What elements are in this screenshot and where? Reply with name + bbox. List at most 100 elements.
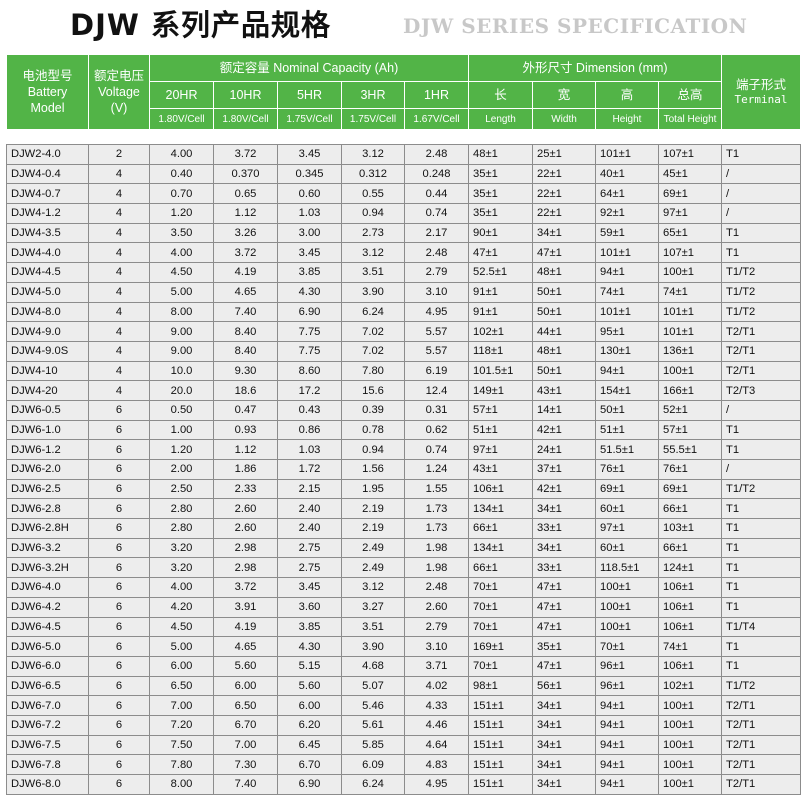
table-row: DJW4-9.0 4 9.00 8.40 7.75 7.02 5.57 102±1 44±1 95… — [6, 321, 802, 342]
header-dim-length-en: Length — [468, 108, 533, 130]
cell-cap-1hr: 2.60 — [404, 596, 469, 618]
cell-voltage: 6 — [88, 655, 150, 677]
cell-cap-3hr: 2.49 — [341, 557, 405, 579]
cell-total-height: 107±1 — [657, 242, 723, 264]
cell-cap-10hr: 6.00 — [213, 675, 278, 697]
cell-model: DJW4-9.0 — [6, 321, 89, 342]
table-row: DJW2-4.0 2 4.00 3.72 3.45 3.12 2.48 48±1 25±1 101… — [6, 144, 802, 165]
cell-length: 151±1 — [468, 774, 533, 795]
cell-cap-5hr: 3.85 — [277, 262, 342, 283]
cell-terminal: T1 — [721, 537, 802, 559]
cell-terminal: T1 — [721, 439, 802, 460]
cell-cap-3hr: 0.94 — [341, 439, 405, 460]
header-dim-height-en: Height — [595, 108, 659, 130]
cell-cap-3hr: 7.80 — [341, 360, 405, 382]
cell-cap-1hr: 1.98 — [404, 537, 469, 559]
table-row: DJW4-20 4 20.0 18.6 17.2 15.6 12.4 149±1 43±1 154… — [6, 380, 802, 401]
cell-cap-1hr: 4.46 — [404, 714, 469, 736]
cell-width: 47±1 — [532, 242, 596, 264]
cell-voltage: 4 — [88, 281, 150, 303]
cell-cap-3hr: 5.46 — [341, 695, 405, 716]
table-row: DJW4-3.5 4 3.50 3.26 3.00 2.73 2.17 90±1 34±1 59±… — [6, 222, 802, 244]
cell-cap-3hr: 2.19 — [341, 518, 405, 539]
cell-width: 25±1 — [532, 144, 596, 165]
cell-height: 50±1 — [595, 399, 659, 421]
cell-terminal: / — [721, 203, 802, 224]
cell-cap-10hr: 6.50 — [213, 695, 278, 716]
cell-cap-10hr: 0.370 — [213, 163, 278, 185]
cell-width: 34±1 — [532, 695, 596, 716]
cell-cap-20hr: 1.00 — [149, 419, 214, 441]
cell-total-height: 66±1 — [657, 537, 723, 559]
cell-height: 64±1 — [595, 183, 659, 205]
cell-terminal: T1 — [721, 419, 802, 441]
table-row: DJW6-2.8H 6 2.80 2.60 2.40 2.19 1.73 66±1 33±1 97… — [6, 518, 802, 539]
cell-cap-3hr: 3.27 — [341, 596, 405, 618]
cell-total-height: 76±1 — [657, 459, 723, 480]
cell-height: 40±1 — [595, 163, 659, 185]
table-row: DJW6-1.0 6 1.00 0.93 0.86 0.78 0.62 51±1 42±1 51±… — [6, 419, 802, 441]
cell-height: 51±1 — [595, 419, 659, 441]
table-row: DJW4-9.0S 4 9.00 8.40 7.75 7.02 5.57 118±1 48±1 1… — [6, 340, 802, 362]
cell-cap-10hr: 0.47 — [213, 399, 278, 421]
cell-cap-1hr: 0.74 — [404, 203, 469, 224]
table-row: DJW6-1.2 6 1.20 1.12 1.03 0.94 0.74 97±1 24±1 51.… — [6, 439, 802, 460]
cell-cap-5hr: 7.75 — [277, 321, 342, 342]
cell-model: DJW4-4.5 — [6, 262, 89, 283]
cell-total-height: 106±1 — [657, 577, 723, 598]
cell-height: 96±1 — [595, 675, 659, 697]
cell-length: 35±1 — [468, 203, 533, 224]
cell-model: DJW6-2.8H — [6, 518, 89, 539]
cell-cap-1hr: 1.73 — [404, 498, 469, 520]
cell-voltage: 6 — [88, 478, 150, 500]
cell-model: DJW6-6.5 — [6, 675, 89, 697]
cell-width: 42±1 — [532, 419, 596, 441]
cell-cap-5hr: 6.20 — [277, 714, 342, 736]
cell-voltage: 6 — [88, 675, 150, 697]
cell-total-height: 100±1 — [657, 714, 723, 736]
cell-model: DJW6-7.0 — [6, 695, 89, 716]
cell-cap-3hr: 3.12 — [341, 144, 405, 165]
cell-cap-10hr: 8.40 — [213, 321, 278, 342]
cell-voltage: 6 — [88, 537, 150, 559]
cell-total-height: 100±1 — [657, 695, 723, 716]
header-rate-20hr: 20HR — [149, 81, 214, 109]
cell-terminal: T1 — [721, 144, 802, 165]
cell-voltage: 6 — [88, 774, 150, 795]
table-body: DJW2-4.0 2 4.00 3.72 3.45 3.12 2.48 48±1 25±1 101… — [6, 129, 802, 795]
header-capacity: 额定容量 Nominal Capacity (Ah) — [149, 54, 469, 82]
header-model-en2: Model — [30, 101, 65, 116]
cell-terminal: T1/T2 — [721, 675, 802, 697]
cell-terminal: T1 — [721, 242, 802, 264]
cell-total-height: 136±1 — [657, 340, 723, 362]
cell-voltage: 6 — [88, 557, 150, 579]
cell-total-height: 66±1 — [657, 498, 723, 520]
cell-terminal: T2/T1 — [721, 340, 802, 362]
cell-cap-20hr: 4.00 — [149, 144, 214, 165]
cell-cap-10hr: 2.98 — [213, 537, 278, 559]
cell-terminal: / — [721, 163, 802, 185]
header-voltage: 额定电压 Voltage (V) — [88, 54, 150, 130]
cell-total-height: 102±1 — [657, 675, 723, 697]
cell-model: DJW4-0.4 — [6, 163, 89, 185]
cell-cap-10hr: 3.26 — [213, 222, 278, 244]
cell-model: DJW6-2.8 — [6, 498, 89, 520]
cell-cap-1hr: 1.98 — [404, 557, 469, 579]
cell-length: 118±1 — [468, 340, 533, 362]
cell-height: 92±1 — [595, 203, 659, 224]
cell-width: 34±1 — [532, 537, 596, 559]
cell-cap-10hr: 3.72 — [213, 144, 278, 165]
cell-length: 70±1 — [468, 655, 533, 677]
cell-terminal: T1 — [721, 596, 802, 618]
header-spacer — [6, 129, 801, 145]
cell-terminal: T2/T1 — [721, 321, 802, 342]
cell-model: DJW6-3.2 — [6, 537, 89, 559]
cell-cap-5hr: 3.45 — [277, 577, 342, 598]
cell-terminal: T2/T1 — [721, 754, 802, 775]
header-terminal: 端子形式 Terminal — [721, 54, 802, 130]
cell-terminal: T1/T2 — [721, 281, 802, 303]
cell-width: 34±1 — [532, 498, 596, 520]
cell-total-height: 107±1 — [657, 144, 723, 165]
cell-cap-5hr: 8.60 — [277, 360, 342, 382]
cell-model: DJW6-1.0 — [6, 419, 89, 441]
